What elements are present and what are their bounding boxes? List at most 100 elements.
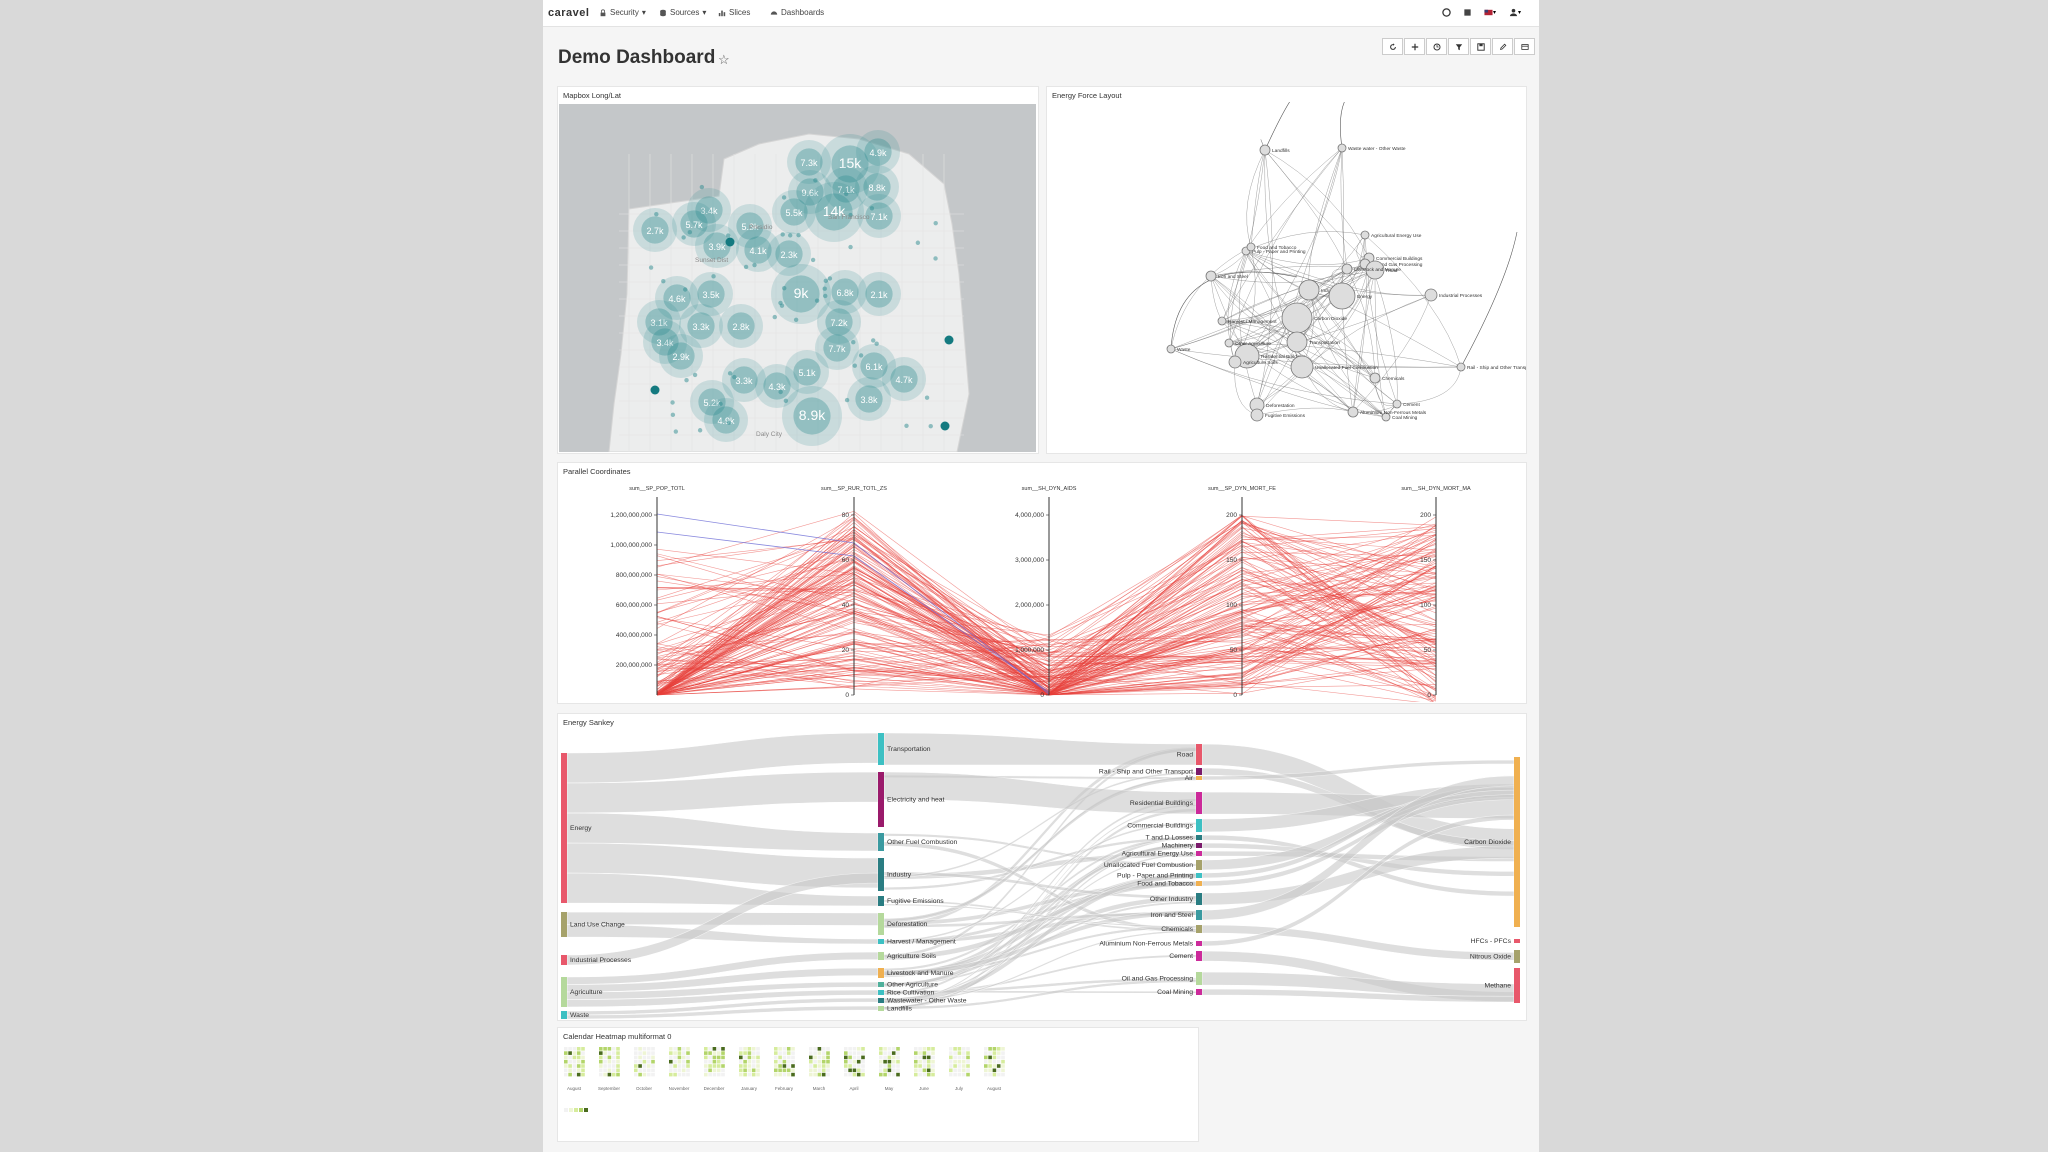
calendar-cell [996,1072,1001,1077]
calendar-cell [704,1072,708,1077]
force-link [1245,250,1432,296]
nav-slices-link[interactable]: Slices [718,8,750,17]
calendar-cell [852,1059,857,1064]
calendar-cell [996,1055,1001,1060]
map-point [697,428,703,433]
calendar-cell [686,1068,690,1073]
calendar-cell [879,1068,883,1073]
map-cluster-label: 5.7k [685,220,703,230]
calendar-cell [786,1059,791,1064]
force-layout-graph[interactable]: Landfills Waste water - Other Waste Agricu… [1047,102,1526,452]
calendar-cell [844,1055,848,1060]
nav-sources-menu[interactable]: Sources ▾ [659,8,706,17]
calendar-cell [1001,1047,1005,1051]
calendar-cell [603,1051,607,1055]
nav-security-menu[interactable]: Security ▾ [599,8,646,17]
user-icon[interactable]: ▾ [1509,6,1521,18]
save-button[interactable] [1470,38,1491,55]
calendar-cell [646,1055,651,1060]
calendar-heatmap[interactable]: August September October November December Ja… [558,1041,1198,1139]
force-panel: Energy Force Layout Landfills Waste water… [1046,86,1527,454]
calendar-cell [826,1068,830,1073]
calendar-cell [826,1072,830,1077]
force-node-label: Other Agriculture [1235,341,1271,347]
map-point [726,233,731,238]
calendar-cell [922,1068,927,1073]
calendar-legend-swatch [564,1108,568,1112]
map-point [683,287,688,292]
refresh-interval-button[interactable] [1426,38,1447,55]
calendar-cell [739,1064,743,1068]
calendar-cell [891,1064,896,1068]
sankey-node-label: Rail - Ship and Other Transport [1099,769,1193,776]
force-node-label: Deforestation [1266,403,1295,409]
calendar-cell [782,1068,787,1073]
calendar-cell [992,1068,997,1073]
book-icon[interactable] [1461,6,1473,18]
map-point [772,314,777,320]
calendar-cell [677,1051,682,1055]
nav-dashboards-link[interactable]: Dashboards [770,8,824,17]
map-place-label: San Francisco [828,214,870,221]
map-cluster-label: 5.5k [785,208,803,218]
map-cluster [703,232,731,260]
sankey-chart[interactable]: Energy Land Use Change Industrial Processe… [558,727,1526,1019]
calendar-cell [918,1055,922,1060]
save-icon [1476,42,1485,51]
calendar-cell [669,1055,673,1060]
edit-button[interactable] [1492,38,1513,55]
calendar-cell [918,1064,922,1068]
sankey-node-label: Road [1177,752,1193,759]
calendar-cell [716,1059,721,1064]
calendar-cell [712,1072,717,1077]
map-point [933,220,938,226]
force-link [1352,269,1376,413]
calendar-panel-title: Calendar Heatmap multiformat 0 [563,1032,672,1041]
calendar-cell [953,1072,957,1077]
brand-logo[interactable]: caravel [548,7,590,19]
calendar-cell [564,1068,568,1073]
calendar-cell [572,1047,577,1051]
calendar-cell [782,1072,787,1077]
sankey-node-label: Rice Cultivation [887,990,934,997]
calendar-cell [739,1047,743,1051]
calendar-cell [949,1059,953,1064]
map-cluster-halo [856,130,900,174]
calendar-cell [673,1055,677,1060]
calendar-cell [607,1072,612,1077]
calendar-cell [756,1047,760,1051]
map-cluster [795,148,823,176]
add-slice-button[interactable] [1404,38,1425,55]
calendar-cell [861,1072,865,1077]
map-cluster-halo [817,300,861,344]
force-link [1374,269,1387,418]
parallel-coordinates-chart[interactable]: sum__SP_POP_TOTL 1,200,000,000 1,000,000,0… [558,476,1526,702]
calendar-cell [791,1068,795,1073]
calendar-cell [739,1055,743,1060]
calendar-cell [891,1047,896,1051]
calendar-cell [721,1064,725,1068]
calendar-cell [634,1072,638,1077]
sankey-node-label: Other Industry [1150,896,1194,903]
refresh-button[interactable] [1382,38,1403,55]
calendar-cell [996,1068,1001,1073]
map-point [654,211,659,217]
map-cluster-label: 3.3k [735,376,753,386]
github-icon[interactable] [1440,6,1452,18]
flag-icon[interactable]: ▾ [1484,6,1496,18]
filters-button[interactable] [1448,38,1469,55]
css-button[interactable] [1514,38,1535,55]
calendar-cell [926,1059,931,1064]
force-node-label: Rail - Ship and Other Transport [1467,365,1526,371]
star-icon[interactable]: ☆ [718,52,730,67]
map-point [648,265,654,270]
map-cluster [712,406,740,434]
mapbox-map[interactable]: 7.3k 15k 4.9k 9.6k 7.1k 8.8k 5.5k 14k 7.1k 3.4k 5.… [559,104,1036,452]
calendar-cell [984,1064,988,1068]
calendar-cell [681,1047,686,1051]
calendar-cell [756,1072,760,1077]
parcoords-tick-label: 0 [1427,692,1431,699]
calendar-cell [926,1047,931,1051]
force-node [1217,316,1227,326]
calendar-cell [568,1072,572,1077]
